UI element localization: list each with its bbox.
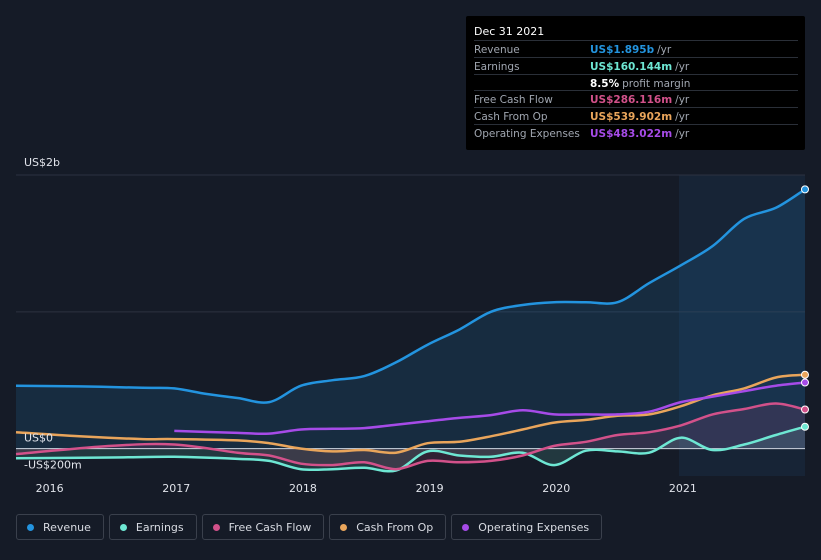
- tooltip-value: US$483.022m/yr: [590, 128, 690, 140]
- tooltip-row: Free Cash Flow US$286.116m/yr: [474, 90, 798, 107]
- legend-label: Operating Expenses: [478, 520, 590, 534]
- x-tick-label: 2020: [542, 482, 570, 495]
- legend: Revenue Earnings Free Cash Flow Cash From O…: [16, 514, 603, 540]
- legend-item-revenue[interactable]: Revenue: [16, 514, 104, 540]
- legend-label: Revenue: [43, 520, 91, 534]
- tooltip-label: Cash From Op: [474, 111, 548, 124]
- free-cash-flow-end-point: [801, 405, 809, 414]
- earnings-end-point: [801, 422, 809, 431]
- tooltip-label: Revenue: [474, 44, 520, 56]
- revenue-area: [16, 189, 805, 449]
- tooltip-row: 8.5% profit margin: [474, 73, 798, 91]
- tooltip-date: Dec 31 2021: [474, 25, 545, 38]
- y-tick-label: US$2b: [24, 156, 60, 169]
- tooltip-unit: /yr: [675, 128, 690, 140]
- revenue-end-point: [801, 185, 809, 194]
- tooltip-row: Cash From Op US$539.902m/yr: [474, 107, 798, 124]
- x-axis-labels: 2016 2017 2018 2019 2020 2021: [36, 482, 697, 495]
- cash-from-op-line: [15, 373, 806, 455]
- x-tick-label: 2019: [416, 482, 444, 495]
- y-tick-label: -US$200m: [24, 459, 82, 472]
- series-lines: [15, 185, 809, 473]
- tooltip-row: Earnings US$160.144m/yr: [474, 56, 798, 74]
- x-tick-label: 2021: [669, 482, 697, 495]
- legend-item-earnings[interactable]: Earnings: [108, 514, 197, 540]
- legend-item-cash-from-op[interactable]: Cash From Op: [329, 514, 447, 540]
- tooltip-unit: profit margin: [622, 77, 691, 90]
- tooltip-label: Free Cash Flow: [474, 94, 553, 107]
- tooltip-value: US$539.902m/yr: [590, 111, 690, 124]
- legend-item-operating-expenses[interactable]: Operating Expenses: [451, 514, 603, 540]
- tooltip-unit: /yr: [657, 44, 672, 56]
- x-tick-label: 2018: [289, 482, 317, 495]
- legend-label: Cash From Op: [356, 520, 434, 534]
- legend-dot-icon: [27, 523, 34, 531]
- y-tick-label: US$0: [24, 432, 53, 445]
- legend-dot-icon: [340, 523, 348, 531]
- tooltip-value: US$1.895b/yr: [590, 44, 672, 56]
- legend-label: Earnings: [135, 520, 184, 534]
- tooltip-unit: /yr: [675, 94, 690, 107]
- tooltip-row: Operating Expenses US$483.022m/yr: [474, 124, 798, 141]
- cash-from-op-end-point: [801, 370, 809, 379]
- legend-dot-icon: [462, 523, 470, 531]
- x-tick-label: 2016: [36, 482, 64, 495]
- tooltip-label: Earnings: [474, 60, 520, 73]
- y-axis-labels: US$2b US$0 -US$200m: [24, 156, 82, 472]
- legend-label: Free Cash Flow: [228, 520, 312, 534]
- operating-expenses-line: [174, 381, 806, 436]
- tooltip-unit: /yr: [675, 60, 690, 73]
- tooltip-value: US$160.144m/yr: [590, 60, 690, 73]
- x-tick-label: 2017: [162, 482, 190, 495]
- tooltip-value: 8.5% profit margin: [590, 77, 691, 90]
- legend-item-free-cash-flow[interactable]: Free Cash Flow: [201, 514, 325, 540]
- operating-expenses-end-point: [801, 378, 809, 387]
- free-cash-flow-area: [16, 403, 805, 470]
- free-cash-flow-line: [15, 402, 806, 471]
- tooltip-label: Operating Expenses: [474, 128, 580, 140]
- legend-dot-icon: [119, 523, 127, 531]
- forecast-shade: [679, 175, 805, 476]
- legend-dot-icon: [212, 523, 220, 531]
- earnings-line: [15, 425, 806, 473]
- tooltip: Dec 31 2021 Revenue US$1.895b/yr Earnings U…: [466, 16, 805, 150]
- tooltip-unit: /yr: [675, 111, 690, 124]
- revenue-line: [15, 188, 806, 404]
- tooltip-value: US$286.116m/yr: [590, 94, 690, 107]
- tooltip-row: Revenue US$1.895b/yr: [474, 40, 798, 57]
